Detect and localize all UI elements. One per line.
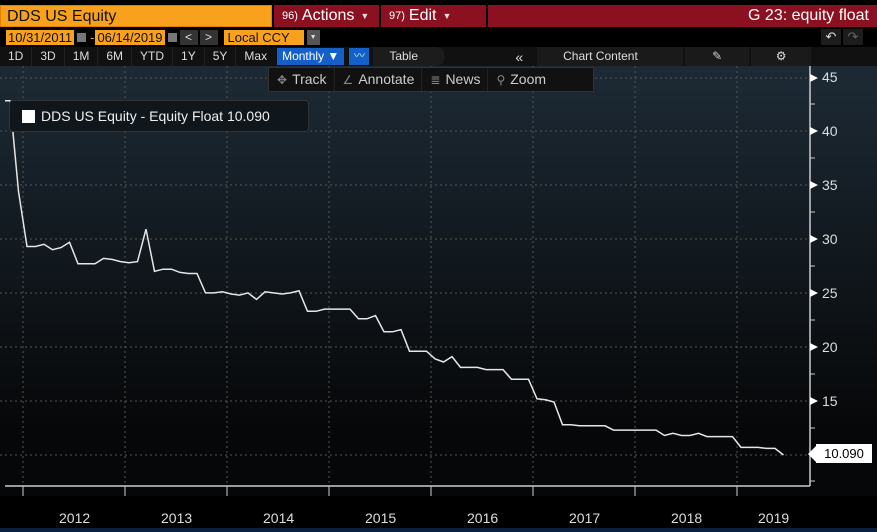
- chevron-down-icon[interactable]: ▼: [306, 29, 320, 45]
- chevron-down-icon: ▼: [360, 11, 370, 21]
- zoom-button[interactable]: ⚲ Zoom: [488, 68, 553, 91]
- edit-menu-button[interactable]: 97) Edit ▼: [381, 5, 486, 27]
- prev-period-button[interactable]: <: [179, 29, 198, 45]
- table-button[interactable]: Table: [373, 47, 446, 66]
- y-tick-label: 40: [822, 123, 838, 139]
- header-bar: DDS US Equity 96) Actions ▼ 97) Edit ▼ G…: [0, 5, 877, 28]
- news-label: News: [445, 71, 481, 87]
- x-tick-label: 2014: [263, 510, 295, 526]
- date-separator: -: [90, 29, 95, 45]
- gear-icon[interactable]: ⚙: [751, 47, 812, 66]
- period-3d[interactable]: 3D: [32, 47, 65, 66]
- next-period-button[interactable]: >: [199, 29, 218, 45]
- x-tick-label: 2016: [467, 510, 499, 526]
- chart-plot-area[interactable]: [0, 66, 877, 496]
- chart-legend[interactable]: DDS US Equity - Equity Float 10.090: [9, 100, 309, 132]
- edit-menu-number: 97): [389, 10, 405, 22]
- currency-select[interactable]: Local CCY: [223, 29, 304, 45]
- actions-menu-number: 96): [282, 10, 298, 22]
- news-icon: ≣: [430, 73, 441, 87]
- date-range-bar: 10/31/2011 - 06/14/2019 < > Local CCY ▼: [0, 29, 877, 45]
- y-tick-label: 20: [822, 339, 838, 355]
- y-tick-label: 15: [822, 393, 838, 409]
- track-label: Track: [292, 71, 327, 87]
- edit-icon[interactable]: ✎: [685, 47, 750, 66]
- track-button[interactable]: ✥ Track: [269, 68, 335, 91]
- x-tick-label: 2018: [671, 510, 703, 526]
- x-axis-labels: 2012 2013 2014 2015 2016 2017 2018 2019: [0, 496, 877, 532]
- x-tick-label: 2015: [365, 510, 397, 526]
- y-tick-label: 30: [822, 231, 838, 247]
- actions-menu-label: Actions: [301, 7, 355, 24]
- y-minor-ticks: [810, 103, 815, 482]
- period-6m[interactable]: 6M: [98, 47, 133, 66]
- y-major-markers: [810, 74, 818, 405]
- annotate-label: Annotate: [358, 71, 415, 87]
- top-strip: [0, 0, 877, 5]
- actions-menu-button[interactable]: 96) Actions ▼: [274, 5, 379, 27]
- end-date-input[interactable]: 06/14/2019: [95, 29, 165, 45]
- period-1m[interactable]: 1M: [65, 47, 99, 66]
- undo-icon[interactable]: ↶: [821, 29, 841, 45]
- equity-float-line: [5, 99, 784, 456]
- period-1d[interactable]: 1D: [0, 47, 33, 66]
- zoom-label: Zoom: [510, 71, 547, 87]
- edit-menu-label: Edit: [408, 7, 437, 24]
- x-tick-label: 2019: [758, 510, 790, 526]
- chart-tools-toolbar: ✥ Track ∠ Annotate ≣ News ⚲ Zoom: [268, 67, 594, 92]
- period-5y[interactable]: 5Y: [205, 47, 237, 66]
- gridlines: [0, 66, 808, 486]
- ticker-input[interactable]: DDS US Equity: [0, 5, 272, 27]
- start-date-input[interactable]: 10/31/2011: [6, 29, 75, 45]
- period-ytd[interactable]: YTD: [132, 47, 174, 66]
- annotate-button[interactable]: ∠ Annotate: [335, 68, 423, 91]
- y-tick-label: 35: [822, 177, 838, 193]
- calendar-icon[interactable]: [77, 32, 87, 42]
- x-tick-label: 2013: [161, 510, 193, 526]
- period-max[interactable]: Max: [244, 49, 268, 63]
- redo-icon[interactable]: ↷: [843, 29, 863, 45]
- chevron-down-icon: ▼: [442, 11, 452, 21]
- crosshair-icon: ✥: [277, 73, 288, 87]
- calendar-icon[interactable]: [167, 32, 177, 42]
- legend-text: DDS US Equity - Equity Float 10.090: [41, 108, 270, 124]
- chart-content-button[interactable]: Chart Content: [537, 47, 684, 66]
- last-value-tag: 10.090: [808, 444, 872, 463]
- line-chart-icon[interactable]: 〰: [349, 48, 370, 65]
- y-tick-label: 45: [822, 69, 838, 85]
- magnifier-icon: ⚲: [496, 73, 506, 87]
- legend-swatch: [22, 109, 35, 123]
- frequency-select[interactable]: Monthly ▼: [277, 48, 345, 65]
- y-tick-label: 25: [822, 285, 838, 301]
- pencil-icon: ∠: [342, 73, 354, 87]
- undo-redo-group: ↶ ↷: [819, 29, 863, 45]
- x-tick-label: 2017: [569, 510, 601, 526]
- collapse-icon[interactable]: «: [515, 48, 524, 65]
- y-axis: [5, 66, 811, 487]
- page-title: G 23: equity float: [488, 5, 877, 27]
- x-tick-label: 2012: [59, 510, 91, 526]
- news-button[interactable]: ≣ News: [422, 68, 489, 91]
- period-toolbar: 1D 3D 1M 6M YTD 1Y 5Y Max Monthly ▼ 〰 Ta…: [0, 47, 877, 66]
- period-1y[interactable]: 1Y: [173, 47, 205, 66]
